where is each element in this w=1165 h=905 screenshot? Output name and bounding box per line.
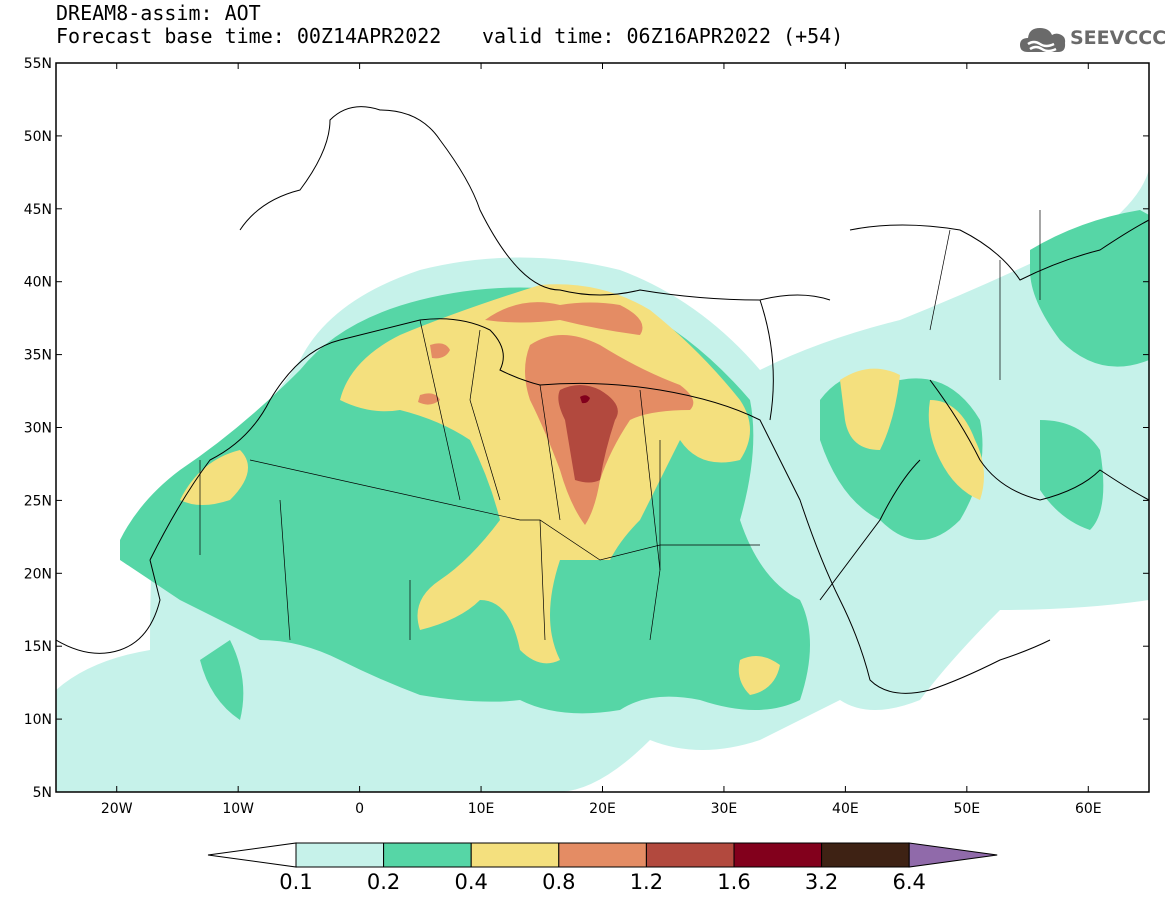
lat-label: 40N (24, 275, 52, 291)
colorbar-label: 3.2 (804, 870, 839, 894)
lon-label: 0 (355, 801, 364, 817)
lon-label: 60E (1075, 801, 1102, 817)
aot-band-0.8 (418, 302, 694, 525)
base-time-text: Forecast base time: 00Z14APR2022 (56, 24, 442, 48)
colorbar-box (383, 842, 472, 868)
lon-label: 40E (832, 801, 859, 817)
coastlines (56, 106, 1149, 694)
colorbar-label: 1.6 (717, 870, 751, 894)
colorbar-label: 0.2 (366, 870, 401, 894)
lon-label: 20E (589, 801, 616, 817)
lat-label: 20N (24, 566, 52, 582)
aot-band-1.6 (580, 395, 590, 404)
seevccc-logo: SEEVCCC (1018, 22, 1165, 56)
colorbar-under-arrow (207, 842, 297, 868)
lat-label: 35N (24, 348, 52, 364)
forecast-base-time: Forecast base time: 00Z14APR2022 valid ti… (56, 24, 843, 48)
colorbar-over-arrow (908, 842, 998, 868)
lat-label: 10N (24, 712, 52, 728)
valid-time: valid time: 06Z16APR2022 (+54) (482, 24, 844, 48)
lon-label: 20W (101, 801, 133, 817)
colorbar-box (558, 842, 647, 868)
cloud-icon (1020, 28, 1066, 53)
colorbar-label: 0.4 (454, 870, 488, 894)
lon-labels: 20W 10W 0 10E 20E 30E 40E 50E 60E (101, 801, 1102, 817)
lat-label: 30N (24, 421, 52, 437)
aot-band-1.2 (558, 385, 618, 483)
colorbar-label: 1.2 (629, 870, 664, 894)
logo-text: SEEVCCC (1070, 27, 1165, 49)
lat-labels: 55N 50N 45N 40N 35N 30N 25N 20N 15N 10N 5N (24, 56, 52, 801)
map-title: DREAM8-assim: AOT (56, 1, 261, 25)
colorbar-box (733, 842, 823, 868)
colorbar-label: 6.4 (892, 870, 926, 894)
lat-label: 15N (24, 639, 52, 655)
borders (199, 210, 1041, 641)
colorbar-box (295, 842, 385, 868)
lon-label: 10E (468, 801, 495, 817)
lat-label: 50N (24, 129, 52, 145)
lon-label: 50E (953, 801, 980, 817)
axis-ticks (56, 62, 1149, 793)
lon-label: 10W (222, 801, 254, 817)
lat-label: 45N (24, 202, 52, 218)
lat-label: 5N (33, 785, 52, 801)
colorbar-boxes (207, 842, 998, 868)
colorbar-label: 0.1 (279, 870, 313, 894)
lat-label: 55N (24, 56, 52, 72)
lat-label: 25N (24, 493, 52, 509)
colorbar-box (645, 842, 735, 868)
colorbar-box (470, 842, 560, 868)
aot-contours (56, 170, 1149, 792)
lon-label: 30E (711, 801, 738, 817)
colorbar-box (821, 842, 910, 868)
colorbar-label: 0.8 (542, 870, 576, 894)
